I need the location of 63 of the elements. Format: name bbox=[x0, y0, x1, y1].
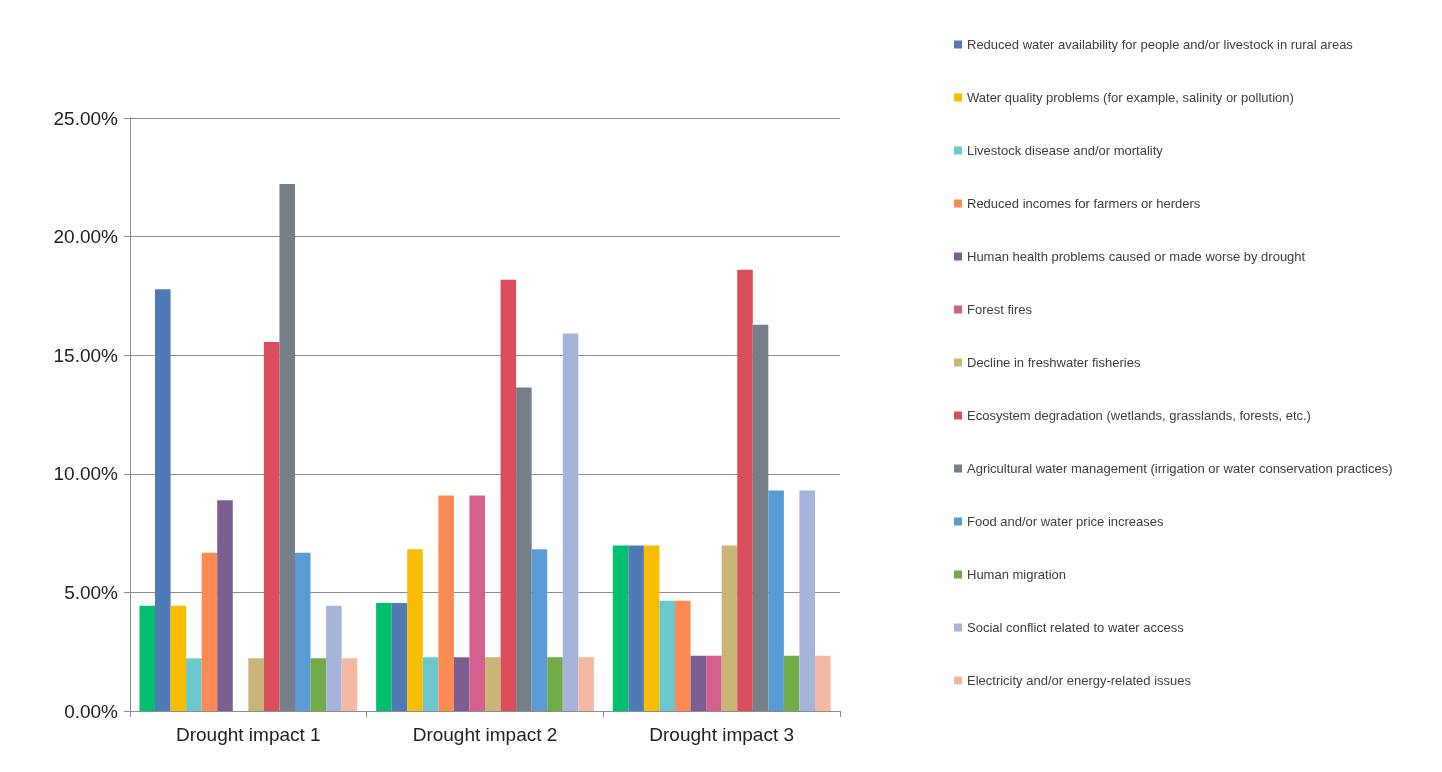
y-tick-label: 25.00% bbox=[53, 107, 119, 129]
bar bbox=[500, 279, 517, 711]
y-tick-label: 15.00% bbox=[53, 344, 119, 366]
legend-label: Reduced water availability for people and/or livestock in rural areas bbox=[967, 37, 1354, 52]
bar bbox=[186, 658, 202, 711]
bar bbox=[628, 545, 644, 711]
bar bbox=[248, 658, 264, 711]
legend-label: Ecosystem degradation (wetlands, grasslands, forests, etc.) bbox=[967, 408, 1311, 423]
y-tick-label: 10.00% bbox=[53, 463, 119, 485]
bar bbox=[469, 495, 485, 711]
bar bbox=[690, 655, 707, 711]
bar bbox=[643, 545, 660, 711]
legend-label: Water quality problems (for example, salinity or pollution) bbox=[967, 90, 1294, 105]
bar bbox=[263, 341, 280, 711]
bar bbox=[279, 183, 295, 711]
bar bbox=[706, 655, 722, 711]
bar bbox=[438, 495, 454, 711]
bar bbox=[752, 324, 769, 711]
bar bbox=[376, 603, 392, 711]
legend-label: Human health problems caused or made worse by drought bbox=[967, 249, 1306, 264]
bar bbox=[310, 658, 327, 711]
x-tick-label: Drought impact 2 bbox=[412, 724, 558, 745]
bar bbox=[341, 658, 358, 711]
legend-label: Food and/or water price increases bbox=[967, 514, 1165, 529]
legend-label: Electricity and/or energy-related issues bbox=[967, 673, 1192, 688]
bar bbox=[170, 605, 187, 711]
bar bbox=[659, 600, 676, 711]
bar bbox=[485, 657, 501, 711]
bar bbox=[422, 657, 439, 711]
legend-label: Human migration bbox=[967, 567, 1066, 582]
y-tick-label: 20.00% bbox=[53, 226, 119, 248]
legend-label: Agricultural water management (irrigation or water conservation practices) bbox=[967, 461, 1393, 476]
bar bbox=[675, 600, 691, 711]
bar bbox=[391, 603, 408, 711]
bar bbox=[721, 545, 738, 711]
legend-label: Reduced incomes for farmers or herders bbox=[967, 196, 1201, 211]
x-tick-label: Drought impact 1 bbox=[175, 724, 321, 745]
bar bbox=[407, 549, 423, 711]
bar bbox=[201, 552, 218, 711]
bar bbox=[578, 657, 594, 711]
bar bbox=[217, 500, 233, 711]
bar bbox=[294, 552, 311, 711]
bar bbox=[612, 545, 629, 711]
bar bbox=[737, 269, 753, 711]
y-tick-label: 0.00% bbox=[64, 700, 119, 722]
bar bbox=[562, 333, 579, 711]
bar bbox=[453, 657, 470, 711]
bar bbox=[531, 549, 548, 711]
bar bbox=[814, 655, 831, 711]
bar bbox=[516, 387, 532, 711]
bar bbox=[139, 605, 156, 711]
legend-label: Forest fires bbox=[967, 302, 1033, 317]
y-tick-label: 5.00% bbox=[64, 581, 119, 603]
bar bbox=[799, 490, 815, 711]
bar bbox=[547, 657, 563, 711]
legend-label: Social conflict related to water access bbox=[967, 620, 1185, 635]
bar bbox=[326, 605, 342, 711]
bar bbox=[768, 490, 784, 711]
x-tick-label: Drought impact 3 bbox=[649, 724, 795, 745]
bar bbox=[783, 655, 800, 711]
legend-label: Decline in freshwater fisheries bbox=[967, 355, 1141, 370]
bar bbox=[155, 289, 171, 711]
legend-label: Livestock disease and/or mortality bbox=[967, 143, 1164, 158]
